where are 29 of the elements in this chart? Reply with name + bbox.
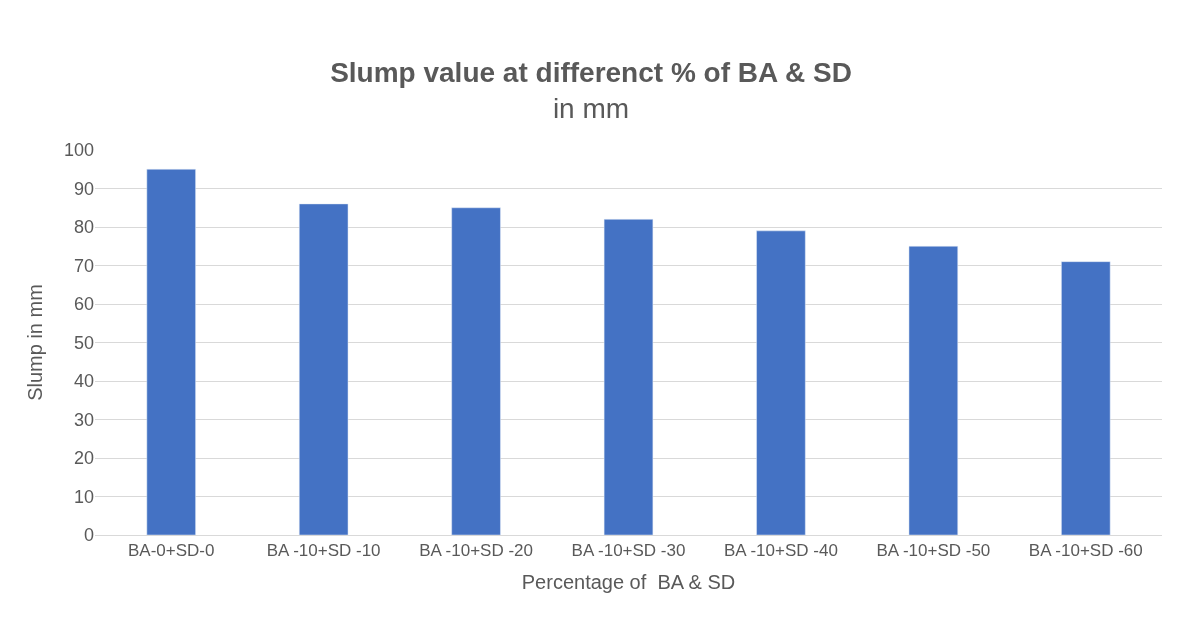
x-tick-label: BA -10+SD -20	[419, 541, 534, 561]
chart-title: Slump value at differenct % of BA & SD	[330, 56, 852, 88]
bar	[908, 246, 958, 535]
y-tick-label: 10	[73, 486, 94, 507]
x-tick-label: BA-0+SD-0	[127, 541, 215, 561]
bar	[1061, 261, 1111, 535]
chart-subtitle: in mm	[552, 93, 630, 125]
bar	[603, 219, 654, 535]
y-tick-label: 30	[73, 409, 94, 430]
bar	[146, 169, 196, 535]
y-tick-label: 100	[63, 140, 94, 161]
bar	[756, 230, 806, 535]
x-tick-label: BA -10+SD -30	[571, 541, 686, 561]
x-tick-label: BA -10+SD -40	[723, 541, 838, 561]
y-tick-label: 50	[73, 332, 94, 353]
bar	[299, 203, 349, 535]
y-tick-label: 0	[83, 525, 94, 546]
y-tick-label: 70	[73, 255, 94, 276]
x-tick-label: BA -10+SD -50	[876, 541, 991, 561]
x-axis-title: Percentage of BA & SD	[521, 570, 736, 593]
y-axis-title: Slump in mm	[24, 284, 47, 401]
x-tick-label: BA -10+SD -60	[1028, 541, 1143, 561]
y-tick-label: 80	[73, 217, 94, 238]
x-tick-label: BA -10+SD -10	[266, 541, 381, 561]
y-tick-label: 40	[73, 371, 94, 392]
bar	[451, 207, 501, 535]
y-tick-label: 90	[73, 178, 94, 199]
y-tick-label: 20	[73, 448, 94, 469]
y-tick-label: 60	[73, 294, 94, 315]
